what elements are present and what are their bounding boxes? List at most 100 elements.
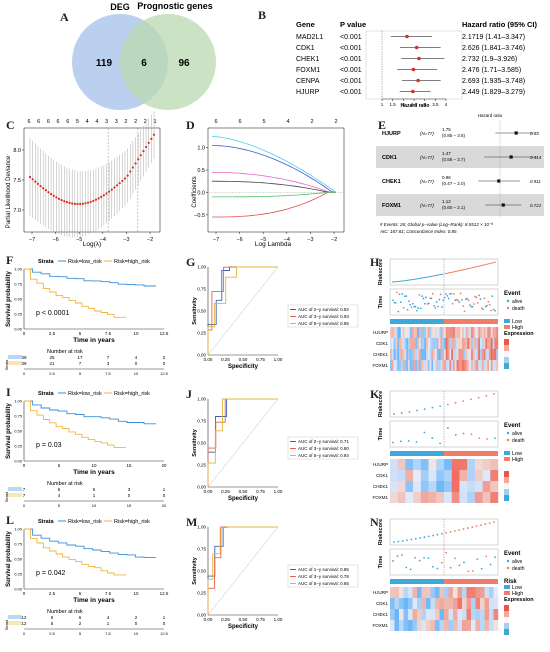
forest-b-point xyxy=(416,78,420,83)
heatmap-cell xyxy=(467,360,470,371)
heatmap-cell xyxy=(457,587,463,598)
heatmap-cell xyxy=(417,327,419,338)
time-point xyxy=(419,307,422,310)
heatmap-cell xyxy=(471,609,476,620)
forest-e-p: 0.13 xyxy=(530,131,539,136)
heatmap-cell xyxy=(440,327,443,338)
heatmap-cell xyxy=(485,327,488,338)
venn-right-count: 96 xyxy=(178,58,190,69)
heatmap-cell xyxy=(480,327,482,338)
roc-xlabel: Specificity xyxy=(228,624,259,630)
event-legend-death-dot xyxy=(506,566,510,570)
time-point xyxy=(423,302,426,305)
heatmap-gene-label: FOXM1 xyxy=(372,495,388,500)
heatmap-cell xyxy=(494,349,497,360)
lasso-c-point xyxy=(152,133,156,136)
heatmap-cell xyxy=(487,338,490,349)
heatmap-cell xyxy=(444,327,446,338)
heatmap-cell xyxy=(451,360,454,371)
riskscore-point xyxy=(445,531,448,534)
heatmap-cell xyxy=(412,598,418,609)
km-xtick-label: 7.5 xyxy=(105,331,112,336)
lasso-c-top-tick: 5 xyxy=(76,119,79,125)
roc-curve xyxy=(207,266,278,355)
heatmap-cell xyxy=(428,470,437,481)
lasso-c-point xyxy=(89,200,92,203)
heatmap-cell xyxy=(489,587,494,598)
lasso-c-point xyxy=(118,182,121,185)
km-xtick-label: 5 xyxy=(58,463,61,468)
heatmap-cell xyxy=(430,620,436,631)
expression-legend-swatch xyxy=(504,489,509,495)
time-point xyxy=(394,302,397,304)
expression-legend-swatch xyxy=(504,471,509,477)
lasso-d-ytick-label: −0.5 xyxy=(194,213,205,219)
heatmap-cell xyxy=(436,349,439,360)
time-point xyxy=(491,295,494,298)
forest-b-tick-label: 2.5 xyxy=(411,102,418,107)
heatmap-cell xyxy=(408,587,413,598)
time-point xyxy=(429,297,431,300)
km-risk-row-label-high xyxy=(8,361,22,365)
time-point xyxy=(414,305,417,308)
roc-xtick-label: 0.00 xyxy=(204,357,213,362)
time-point xyxy=(447,297,450,300)
riskscore-label: Riskscore xyxy=(378,391,384,417)
heatmap-cell xyxy=(404,360,407,371)
expression-legend-swatch xyxy=(504,617,509,623)
heatmap-cell xyxy=(427,349,430,360)
expression-legend-swatch xyxy=(504,623,509,629)
heatmap-cell xyxy=(480,338,482,349)
time-point xyxy=(463,310,466,313)
time-point xyxy=(462,305,465,307)
lasso-d-top-tick: 6 xyxy=(214,119,217,125)
venn-left-count: 119 xyxy=(96,58,113,69)
riskscore-point xyxy=(454,401,457,404)
time-point xyxy=(437,305,439,308)
heatmap-cell xyxy=(466,620,472,631)
lasso-c-top-tick: 2 xyxy=(124,119,127,125)
lasso-c-point xyxy=(126,174,129,177)
riskscore-point xyxy=(475,525,478,527)
heatmap-cell xyxy=(465,338,468,349)
riskscore-point xyxy=(488,522,491,524)
forest-b-point xyxy=(417,56,421,61)
heatmap-cell xyxy=(462,587,467,598)
heatmap-cell xyxy=(429,349,432,360)
forest-e-gene: CDK1 xyxy=(382,155,397,161)
heatmap-cell xyxy=(465,349,468,360)
km-xtick-label: 2.5 xyxy=(49,331,56,336)
forest-e-gene: FOXM1 xyxy=(382,203,401,209)
heatmap-cell xyxy=(451,470,460,481)
heatmap-cell xyxy=(462,338,464,349)
km-xtick-label: 0 xyxy=(23,331,26,336)
time-label: Time xyxy=(378,556,384,569)
time-point xyxy=(471,305,474,308)
heatmap-cell xyxy=(481,327,484,338)
heatmap-cell xyxy=(399,338,401,349)
heatmap-cell xyxy=(494,360,497,371)
heatmap-cell xyxy=(417,587,422,598)
heatmap-cell xyxy=(476,360,479,371)
forest-e-point xyxy=(501,203,505,207)
heatmap-cell xyxy=(391,360,394,371)
roc-xtick-label: 1.00 xyxy=(274,489,283,494)
time-point xyxy=(423,556,425,559)
lasso-d-top-tick: 6 xyxy=(238,119,241,125)
heatmap-cell xyxy=(462,598,467,609)
event-legend-title: Event xyxy=(504,423,520,429)
heatmap-cell xyxy=(451,492,460,503)
time-point xyxy=(439,442,441,445)
heatmap-cell xyxy=(426,620,431,631)
time-point xyxy=(392,441,394,444)
km-curve-low xyxy=(24,528,156,559)
heatmap-cell xyxy=(440,360,443,371)
heatmap-gene-label: CDK1 xyxy=(376,473,389,478)
expression-legend-title: Expression xyxy=(504,331,534,337)
heatmap-cell xyxy=(492,338,495,349)
heatmap-cell xyxy=(438,327,441,338)
lasso-d-coef-path xyxy=(212,171,336,193)
heatmap-cell xyxy=(458,327,461,338)
forest-e-hr: 0.96 xyxy=(442,175,451,180)
time-point xyxy=(417,307,420,309)
